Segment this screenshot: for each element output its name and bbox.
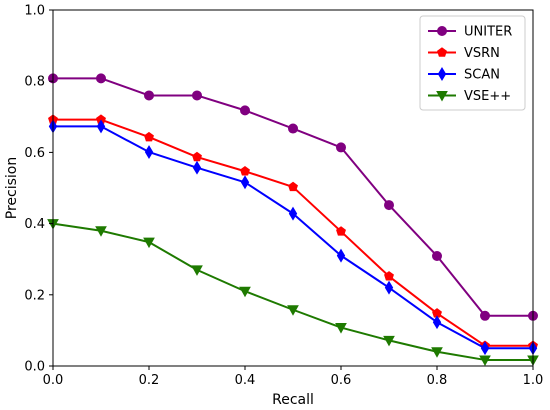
data-point <box>192 90 202 101</box>
series-line <box>52 222 533 361</box>
data-point <box>240 175 250 190</box>
legend-label: UNITER <box>464 25 512 40</box>
data-point <box>383 335 395 347</box>
x-tick-label: 0.2 <box>139 373 160 388</box>
x-tick-label: 0.6 <box>331 373 352 388</box>
legend-marker <box>437 67 447 81</box>
legend-box <box>419 15 526 111</box>
x-tick-label: 0.4 <box>235 373 256 388</box>
data-point <box>95 226 107 237</box>
data-point <box>144 145 154 160</box>
legend-item: VSRN <box>428 46 500 61</box>
data-point <box>143 237 155 249</box>
series-uniter <box>48 73 538 321</box>
y-axis: 0.0 0.2 0.4 0.6 0.8 1.0 <box>24 4 53 375</box>
data-point <box>240 166 250 176</box>
data-point <box>480 341 490 356</box>
data-point <box>384 280 394 295</box>
y-tick-label: 0.6 <box>24 146 45 161</box>
data-point <box>335 323 347 334</box>
legend-label: VSE++ <box>464 89 511 104</box>
data-point <box>287 305 299 316</box>
data-point <box>479 355 491 366</box>
legend-item: UNITER <box>428 25 512 40</box>
plot-frame <box>52 9 534 367</box>
data-point <box>191 265 203 276</box>
data-point <box>480 310 490 321</box>
data-point <box>336 226 346 236</box>
y-tick-label: 0.0 <box>24 360 45 375</box>
data-point <box>384 200 394 211</box>
data-point <box>144 131 154 142</box>
x-axis-label: Recall <box>272 392 314 408</box>
series-scan <box>48 119 538 356</box>
data-point <box>240 105 250 116</box>
y-tick-label: 0.4 <box>24 217 45 232</box>
series-vsrn <box>48 114 538 350</box>
data-point <box>239 286 251 298</box>
data-point <box>192 151 202 162</box>
series-line <box>53 77 533 317</box>
y-axis-label: Precision <box>4 157 20 219</box>
data-point <box>432 250 442 261</box>
x-axis: 0.0 0.2 0.4 0.6 0.8 1.0 <box>43 366 544 388</box>
legend-marker <box>436 91 448 102</box>
x-tick-label: 0.8 <box>427 373 448 388</box>
data-point <box>96 73 106 84</box>
legend-item: SCAN <box>428 67 500 83</box>
data-point <box>431 347 443 358</box>
y-tick-label: 0.2 <box>24 288 45 303</box>
x-tick-label: 0.0 <box>43 373 64 388</box>
data-point <box>288 206 298 221</box>
data-point <box>288 181 298 192</box>
plot-area <box>47 73 539 366</box>
legend-marker <box>437 26 447 36</box>
legend-label: SCAN <box>464 68 500 83</box>
data-point <box>336 248 346 263</box>
y-tick-label: 0.8 <box>24 75 45 90</box>
data-point <box>144 90 154 101</box>
y-tick-label: 1.0 <box>24 4 45 19</box>
data-point <box>192 160 202 175</box>
data-point <box>336 142 346 153</box>
series-vseplusplus <box>47 219 539 366</box>
data-point <box>288 123 298 134</box>
legend: UNITER VSRN SCAN VSE++ <box>419 15 526 111</box>
data-point <box>384 271 394 281</box>
data-point <box>432 315 442 330</box>
x-tick-label: 1.0 <box>523 373 544 388</box>
legend-marker <box>437 47 447 57</box>
data-point <box>96 119 106 134</box>
legend-item: VSE++ <box>428 89 511 104</box>
legend-label: VSRN <box>464 46 500 61</box>
